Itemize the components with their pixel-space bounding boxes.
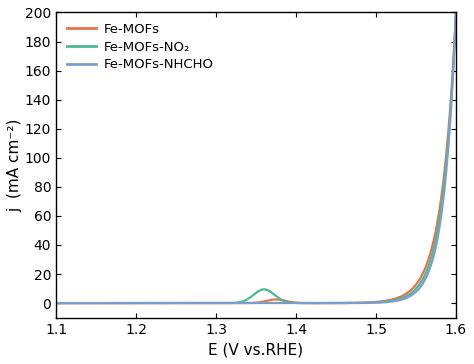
Fe-MOFs-NHCHO [453,10,459,15]
Fe-MOFs-NHCHO [53,301,59,305]
Fe-MOFs-NO₂ [206,301,212,305]
Fe-MOFs [313,301,319,305]
Line: Fe-MOFs-NHCHO: Fe-MOFs-NHCHO [56,12,456,303]
Fe-MOFs-NHCHO [313,301,319,305]
Fe-MOFs [293,301,299,305]
Legend: Fe-MOFs, Fe-MOFs-NO₂, Fe-MOFs-NHCHO: Fe-MOFs, Fe-MOFs-NO₂, Fe-MOFs-NHCHO [63,19,218,75]
Y-axis label: j  (mA cm⁻²): j (mA cm⁻²) [7,118,22,212]
Fe-MOFs-NHCHO [382,300,388,304]
Fe-MOFs [53,301,59,305]
Fe-MOFs-NHCHO [293,301,299,305]
Fe-MOFs-NO₂ [293,301,299,305]
Fe-MOFs [206,301,212,305]
Fe-MOFs-NO₂ [126,301,132,305]
Fe-MOFs-NO₂ [382,300,388,304]
Fe-MOFs [126,301,132,305]
Fe-MOFs-NO₂ [453,10,459,15]
Fe-MOFs [453,10,459,15]
Fe-MOFs-NO₂ [53,301,59,305]
Line: Fe-MOFs: Fe-MOFs [56,12,456,303]
Fe-MOFs [352,301,357,305]
Fe-MOFs-NHCHO [206,301,212,305]
Fe-MOFs-NO₂ [352,301,357,305]
Fe-MOFs-NHCHO [126,301,132,305]
Fe-MOFs-NO₂ [313,301,319,305]
Line: Fe-MOFs-NO₂: Fe-MOFs-NO₂ [56,12,456,303]
Fe-MOFs-NHCHO [352,301,357,305]
X-axis label: E (V vs.RHE): E (V vs.RHE) [209,342,304,357]
Fe-MOFs [382,299,388,303]
